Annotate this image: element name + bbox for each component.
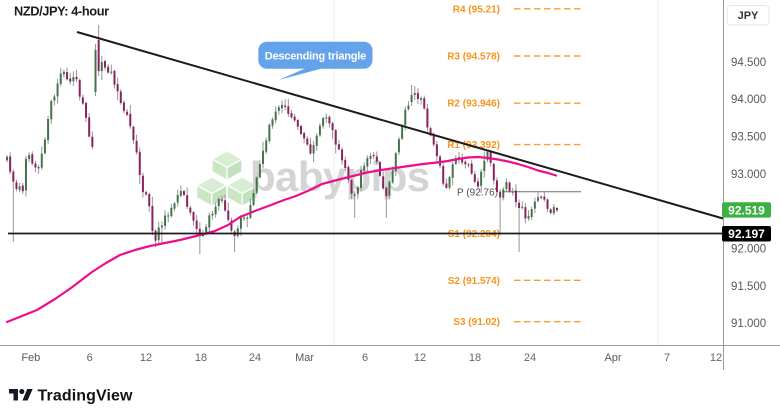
svg-text:S3 (91.02): S3 (91.02) [453, 317, 500, 328]
svg-text:6: 6 [87, 352, 93, 364]
svg-text:91.000: 91.000 [731, 318, 766, 330]
svg-text:6: 6 [362, 352, 368, 364]
svg-text:24: 24 [524, 352, 536, 364]
svg-text:7: 7 [664, 352, 670, 364]
svg-text:JPY: JPY [738, 10, 759, 22]
svg-text:S2 (91.574): S2 (91.574) [448, 276, 500, 287]
svg-text:12: 12 [414, 352, 426, 364]
svg-text:94.000: 94.000 [731, 94, 766, 106]
svg-text:TradingView: TradingView [38, 388, 134, 405]
svg-text:Mar: Mar [295, 352, 314, 364]
svg-text:12: 12 [140, 352, 152, 364]
svg-text:18: 18 [469, 352, 481, 364]
svg-text:92.000: 92.000 [731, 244, 766, 256]
svg-text:92.519: 92.519 [728, 203, 765, 217]
svg-text:93.500: 93.500 [731, 132, 766, 144]
svg-text:babypips: babypips [250, 153, 430, 200]
svg-text:94.500: 94.500 [731, 57, 766, 69]
svg-text:12: 12 [710, 352, 722, 364]
svg-text:24: 24 [249, 352, 261, 364]
svg-text:R2 (93.946): R2 (93.946) [447, 99, 500, 110]
svg-text:NZD/JPY: 4-hour: NZD/JPY: 4-hour [14, 4, 109, 19]
svg-text:Feb: Feb [21, 352, 40, 364]
svg-text:Apr: Apr [604, 352, 621, 364]
svg-text:92.197: 92.197 [728, 227, 765, 241]
svg-text:93.000: 93.000 [731, 169, 766, 181]
svg-text:R4 (95.21): R4 (95.21) [453, 4, 500, 15]
svg-text:18: 18 [195, 352, 207, 364]
svg-text:91.500: 91.500 [731, 281, 766, 293]
svg-text:Descending triangle: Descending triangle [265, 51, 366, 63]
svg-text:P (92.76): P (92.76) [457, 187, 498, 198]
svg-text:R3 (94.578): R3 (94.578) [447, 52, 500, 63]
